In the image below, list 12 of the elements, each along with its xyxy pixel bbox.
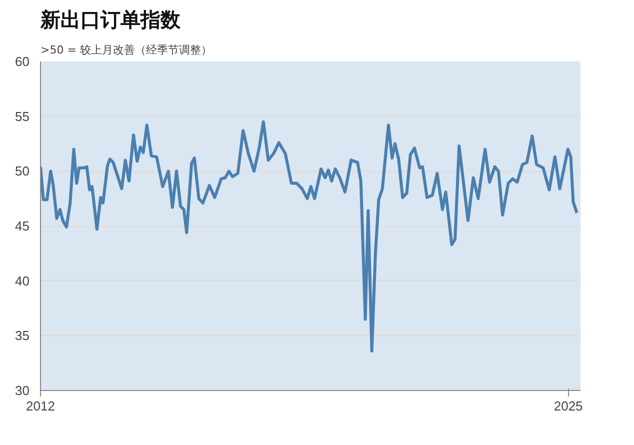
y-tick-label: 35 (15, 328, 30, 344)
y-tick-label: 40 (15, 273, 30, 288)
y-tick-label: 60 (15, 54, 30, 69)
y-tick-label: 50 (15, 164, 30, 179)
chart-subtitle: >50 = 较上月改善（经季节调整） (40, 44, 212, 56)
y-tick-label: 55 (15, 108, 30, 124)
x-tick-label: 2025 (554, 398, 583, 414)
line-series (40, 120, 578, 353)
chart-title: 新出口订单指数 (40, 8, 182, 32)
y-tick-label: 45 (15, 218, 30, 234)
x-tick-label: 2012 (26, 398, 55, 414)
y-tick-label: 30 (15, 383, 30, 398)
